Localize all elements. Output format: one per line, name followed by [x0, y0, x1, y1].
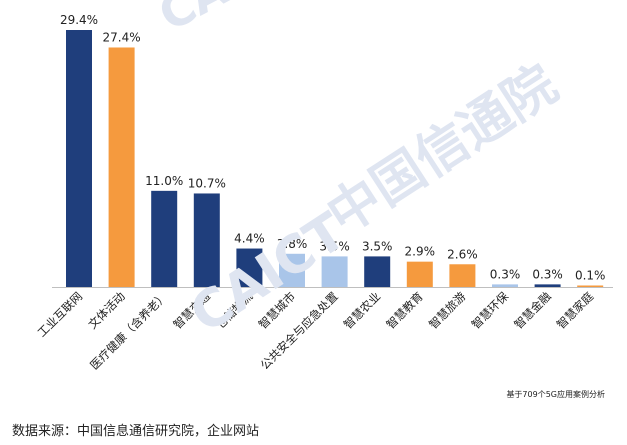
value-label-12: 0.3% — [532, 267, 563, 281]
value-label-10: 2.6% — [447, 247, 478, 261]
value-label-5: 4.4% — [234, 232, 265, 246]
bar-2 — [108, 47, 135, 287]
value-label-7: 3.5% — [319, 239, 350, 253]
bar-12 — [534, 284, 561, 287]
bar-4 — [193, 193, 220, 287]
value-label-3: 11.0% — [145, 174, 183, 188]
value-label-6: 3.8% — [277, 237, 308, 251]
category-label-11: 智慧环保 — [469, 289, 512, 332]
category-label-6: 智慧城市 — [256, 289, 298, 331]
category-label-12: 智慧金融 — [511, 289, 554, 332]
value-label-11: 0.3% — [490, 267, 521, 281]
bar-11 — [492, 284, 518, 287]
value-label-9: 2.9% — [405, 245, 436, 259]
value-label-8: 3.5% — [362, 239, 393, 253]
value-label-2: 27.4% — [103, 30, 141, 44]
category-label-8: 智慧农业 — [341, 289, 383, 331]
bar-8 — [364, 256, 391, 287]
bar-6 — [279, 253, 305, 287]
bar-5 — [236, 248, 263, 287]
data-source: 数据来源：中国信息通信研究院，企业网站 — [12, 424, 260, 439]
bar-1 — [66, 30, 92, 287]
category-label-2: 文体活动 — [85, 289, 127, 331]
category-label-1: 工业互联网 — [35, 289, 86, 340]
analysis-note: 基于709个5G应用案例分析 — [506, 390, 605, 399]
bar-9 — [406, 261, 433, 287]
bar-10 — [449, 264, 476, 287]
category-label-5: 仓储物流 — [213, 289, 256, 332]
value-label-1: 29.4% — [60, 13, 98, 27]
bar-7 — [321, 256, 348, 287]
value-label-4: 10.7% — [188, 176, 226, 190]
bar-13 — [577, 285, 604, 287]
category-label-3: 医疗健康（含养老） — [87, 289, 170, 372]
bar-3 — [151, 190, 178, 287]
category-label-4: 智慧交通 — [170, 289, 213, 332]
category-label-13: 智慧家庭 — [554, 289, 597, 332]
category-label-9: 智慧教育 — [383, 289, 425, 331]
value-label-13: 0.1% — [575, 269, 606, 283]
category-label-7: 公共安全与应急处置 — [258, 289, 341, 372]
category-label-10: 智慧旅游 — [426, 289, 469, 332]
